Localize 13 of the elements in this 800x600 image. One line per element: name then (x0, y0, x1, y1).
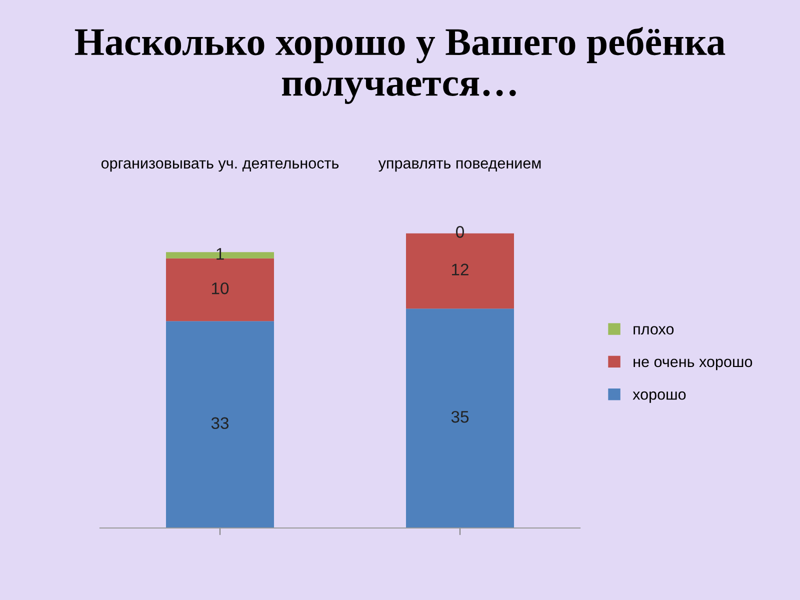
legend-label: плохо (634, 326, 674, 334)
x-tick-label: управлять поведением (378, 160, 541, 172)
bar (166, 258, 274, 322)
data-label: 10 (212, 282, 229, 294)
data-label: 12 (452, 264, 468, 276)
legend-label: хорошо (632, 391, 686, 403)
chart-title: Насколько хорошо у Вашего ребёнка получается… (74, 27, 726, 104)
bar (166, 321, 274, 528)
x-tick-label: организовывать уч. деятельность (101, 160, 339, 172)
bar (406, 308, 514, 528)
data-label: 35 (451, 410, 469, 423)
data-label: 33 (211, 417, 229, 430)
legend-label: не очень хорошо (634, 358, 752, 370)
